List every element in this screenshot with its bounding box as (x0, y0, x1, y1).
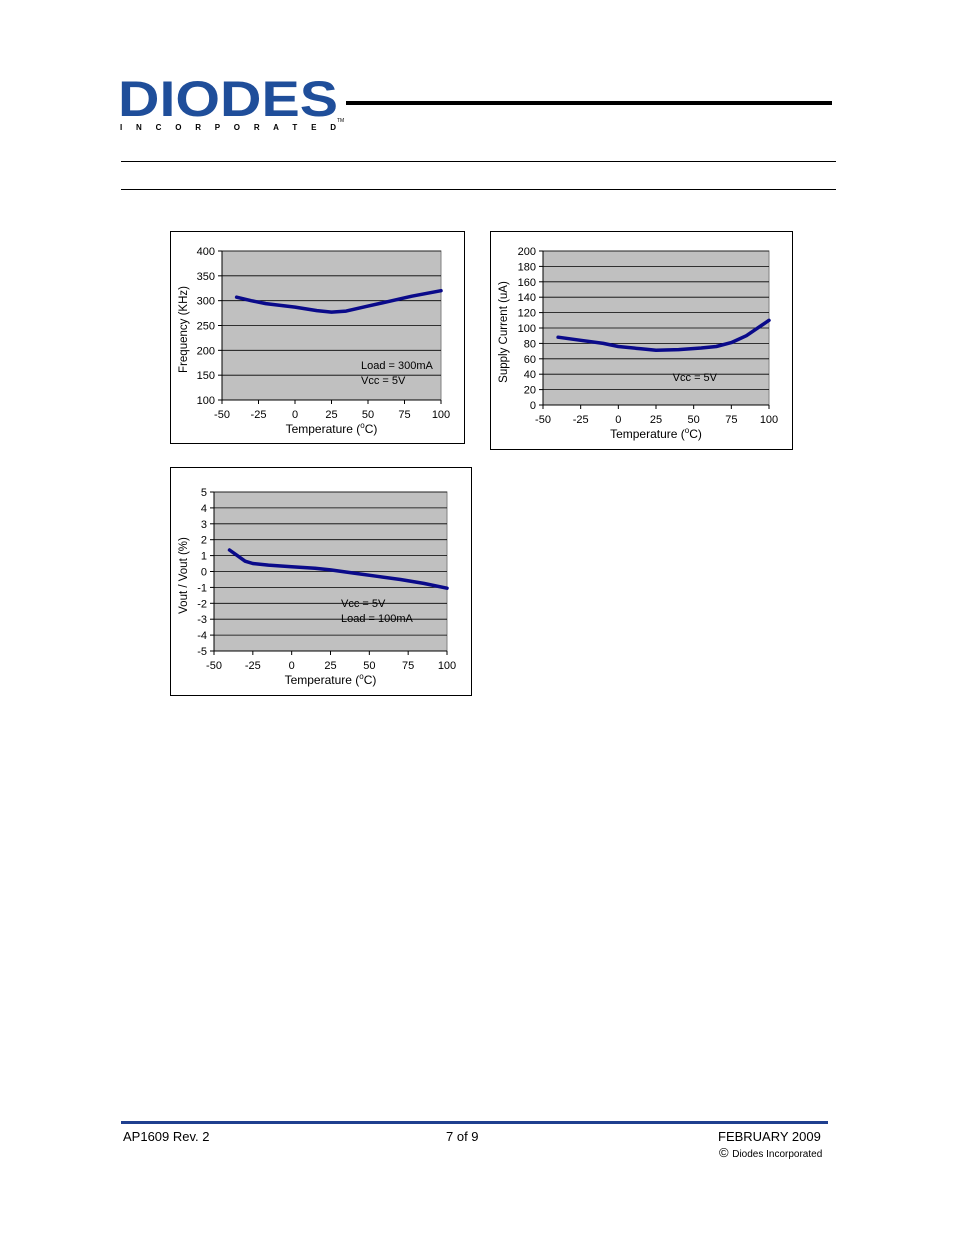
y-axis-label: Supply Current (uA) (498, 281, 510, 383)
series-line (227, 548, 449, 590)
x-tick-label: -50 (206, 660, 222, 672)
series-line (234, 288, 443, 314)
footer-doc-rev: AP1609 Rev. 2 (123, 1129, 210, 1144)
y-tick-label: -5 (197, 646, 207, 658)
y-tick-label: 40 (524, 369, 536, 381)
footer-company: Diodes Incorporated (732, 1149, 823, 1160)
x-tick-label: -25 (573, 414, 589, 426)
x-tick-label: 0 (289, 660, 295, 672)
x-tick-label: 75 (402, 660, 414, 672)
x-tick-label: 100 (760, 414, 778, 426)
y-tick-label: 350 (197, 271, 215, 283)
y-tick-label: 300 (197, 296, 215, 308)
copyright-symbol: © (719, 1145, 729, 1160)
y-tick-label: 4 (201, 503, 207, 515)
y-tick-label: 160 (518, 277, 536, 289)
x-tick-label: -25 (251, 409, 267, 421)
x-tick-label: 25 (650, 414, 662, 426)
x-tick-label: 0 (615, 414, 621, 426)
header-rule-thick (346, 101, 832, 105)
frequency-vs-temperature-chart: 100 150 200 250 300 350 400 -50 -25 0 25 50 75 100 Loa… (170, 231, 465, 444)
footer-copyright: © Diodes Incorporated (719, 1145, 822, 1160)
annotation-label: Vcc = 5V (341, 598, 386, 610)
y-tick-label: 1 (201, 551, 207, 563)
x-axis-label: Temperature (oC) (285, 672, 377, 687)
footer-rule (121, 1121, 828, 1124)
y-tick-label: 140 (518, 292, 536, 304)
footer-page-number: 7 of 9 (446, 1129, 479, 1144)
x-tick-label: 50 (362, 409, 374, 421)
y-tick-label: 80 (524, 338, 536, 350)
y-tick-label: 250 (197, 321, 215, 333)
series-line (556, 318, 771, 353)
y-tick-label: 60 (524, 354, 536, 366)
y-tick-label: 400 (197, 246, 215, 258)
x-tick-label: -25 (245, 660, 261, 672)
x-tick-label: -50 (214, 409, 230, 421)
annotation-label: Load = 100mA (341, 613, 414, 625)
y-tick-label: 150 (197, 370, 215, 382)
annotation-label: Load = 300mA (361, 360, 434, 372)
y-tick-label: 0 (201, 567, 207, 579)
y-tick-label: 100 (518, 323, 536, 335)
footer-date: FEBRUARY 2009 (718, 1129, 821, 1144)
x-tick-label: 25 (324, 660, 336, 672)
chart-svg: -5 -4 -3 -2 -1 0 1 2 3 4 5 -50 -25 0 25 50 75 100 Vcc = 5V… (178, 487, 456, 687)
x-tick-label: 0 (292, 409, 298, 421)
x-axis-label: Temperature (oC) (610, 426, 702, 441)
y-tick-label: 20 (524, 385, 536, 397)
y-tick-label: 120 (518, 308, 536, 320)
y-tick-label: -1 (197, 582, 207, 594)
y-tick-label: 5 (201, 487, 207, 499)
annotation-label: Vcc = 5V (361, 375, 406, 387)
x-tick-label: 100 (438, 660, 456, 672)
vout-vs-temperature-chart: -5 -4 -3 -2 -1 0 1 2 3 4 5 -50 -25 0 25 50 75 100 Vcc = 5V… (170, 467, 472, 696)
x-tick-label: 100 (432, 409, 450, 421)
x-tick-label: 75 (725, 414, 737, 426)
supply-current-vs-temperature-chart: 0 20 40 60 80 100 120 140 160 180 200 -50 -25 0 25 50 75… (490, 231, 793, 450)
diodes-logo: DIODES I N C O R P O R A T E D TM (118, 74, 344, 132)
y-tick-label: 0 (530, 400, 536, 412)
y-tick-label: 2 (201, 535, 207, 547)
x-tick-label: 50 (363, 660, 375, 672)
logo-tm: TM (337, 118, 344, 124)
y-tick-label: 100 (197, 395, 215, 407)
x-axis-label: Temperature (oC) (286, 421, 378, 436)
y-tick-label: 200 (518, 246, 536, 258)
y-tick-label: 200 (197, 345, 215, 357)
y-tick-label: -4 (197, 630, 207, 642)
y-axis-label: Vout / Vout (%) (178, 537, 190, 614)
x-tick-label: 50 (688, 414, 700, 426)
logo-text: DIODES (118, 74, 338, 127)
y-axis-label: Frequency (KHz) (178, 286, 190, 373)
x-tick-label: 25 (325, 409, 337, 421)
x-tick-label: 75 (398, 409, 410, 421)
y-tick-label: -3 (197, 614, 207, 626)
y-tick-label: 180 (518, 261, 536, 273)
x-tick-label: -50 (535, 414, 551, 426)
chart-svg: 100 150 200 250 300 350 400 -50 -25 0 25 50 75 100 Loa… (178, 246, 450, 436)
chart-svg: 0 20 40 60 80 100 120 140 160 180 200 -50 -25 0 25 50 75… (498, 246, 778, 441)
y-tick-label: -2 (197, 598, 207, 610)
annotation-label: Vcc = 5V (673, 372, 718, 384)
y-tick-label: 3 (201, 519, 207, 531)
header-rule-2 (121, 189, 836, 190)
header-rule-1 (121, 161, 836, 162)
